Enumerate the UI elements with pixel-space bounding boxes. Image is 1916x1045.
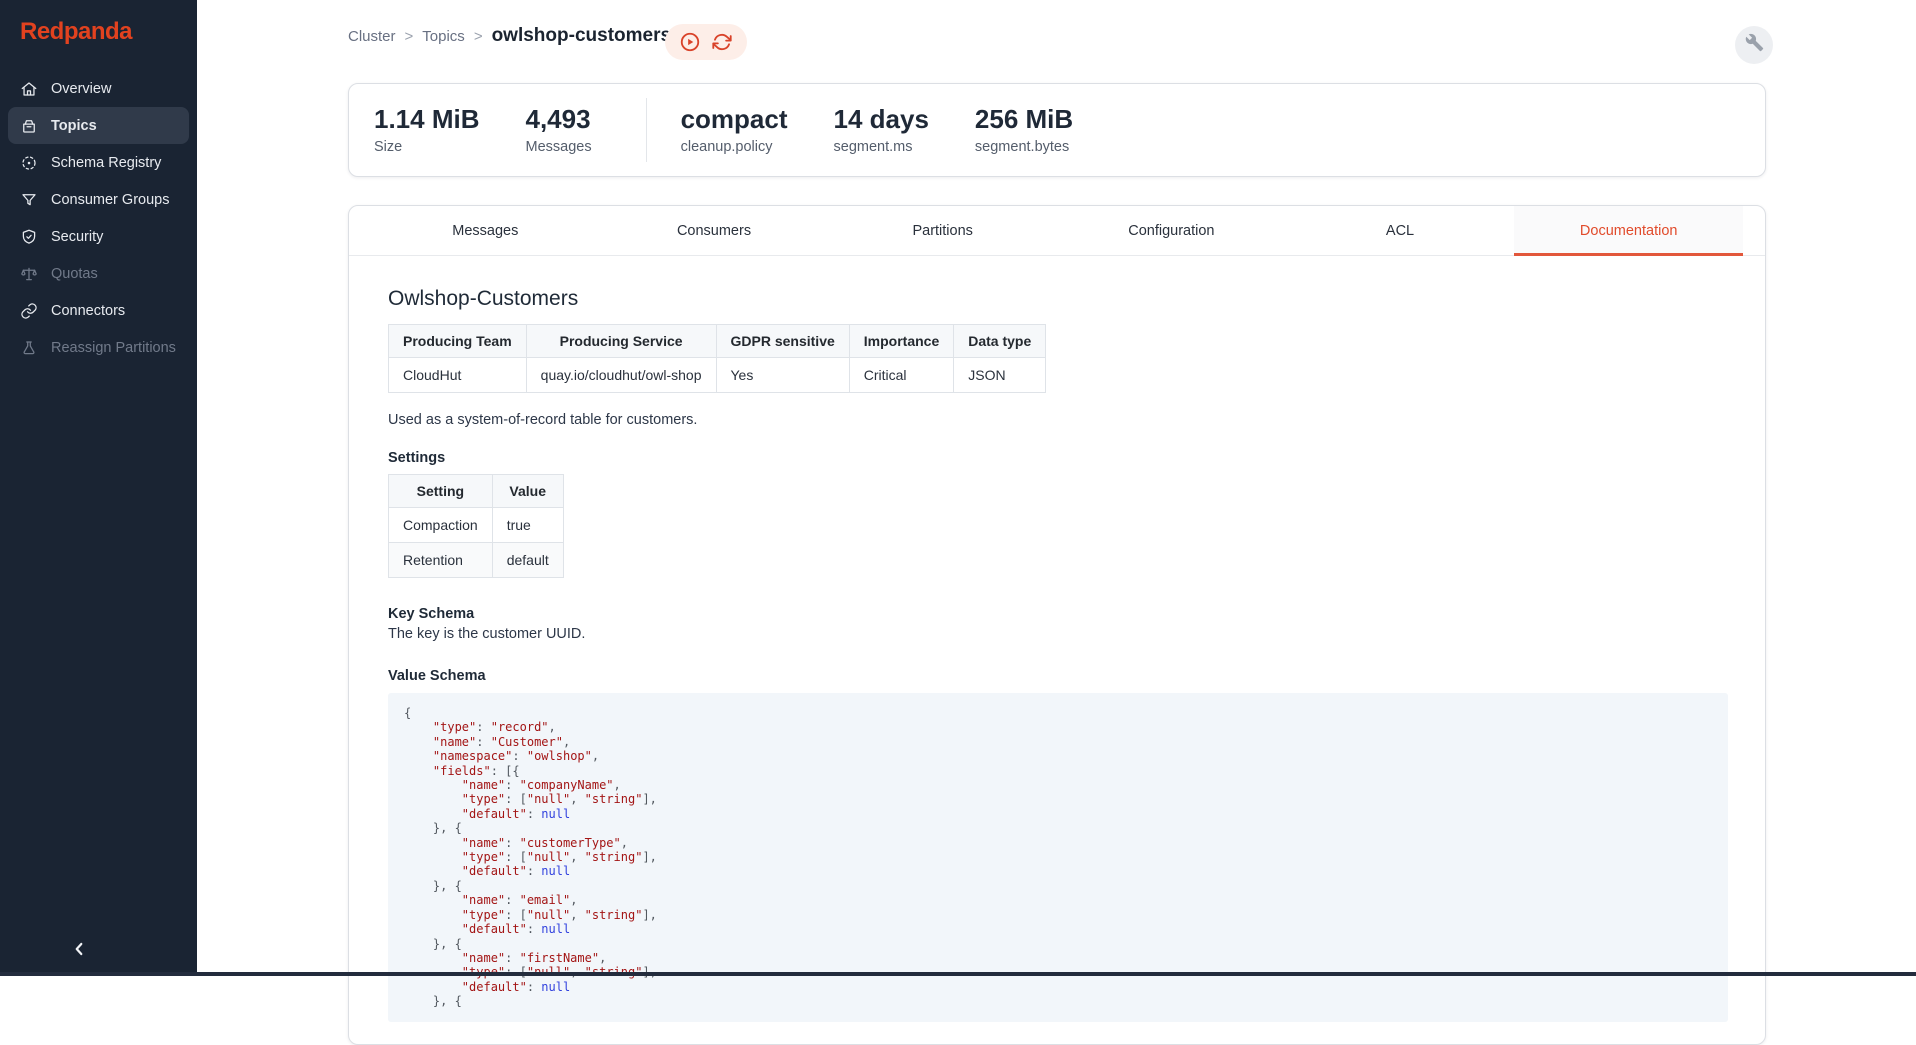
table-row: Compaction true — [389, 508, 564, 543]
wrench-icon — [1745, 33, 1764, 57]
stat-label: segment.bytes — [975, 139, 1073, 155]
sidebar-item-reassign-partitions[interactable]: Reassign Partitions — [8, 329, 189, 366]
preferences-button[interactable] — [1735, 26, 1773, 64]
tab-acl[interactable]: ACL — [1286, 206, 1515, 256]
table-cell: Yes — [716, 358, 849, 393]
refresh-icon — [711, 31, 733, 53]
stat-value: 256 MiB — [975, 105, 1073, 135]
refresh-button[interactable] — [711, 31, 733, 53]
stat-value: 4,493 — [526, 105, 592, 135]
column-header: Producing Team — [389, 325, 527, 358]
producing-info-table: Producing Team Producing Service GDPR se… — [388, 324, 1046, 393]
breadcrumb-topics[interactable]: Topics — [422, 28, 465, 45]
sidebar-item-security[interactable]: Security — [8, 218, 189, 255]
column-header: Data type — [954, 325, 1046, 358]
stat-label: Size — [374, 139, 480, 155]
stat-label: segment.ms — [834, 139, 929, 155]
settings-heading: Settings — [388, 450, 1726, 466]
stat-segment-ms: 14 days segment.ms — [834, 105, 929, 155]
breadcrumb-cluster[interactable]: Cluster — [348, 28, 396, 45]
table-cell: default — [492, 543, 563, 578]
value-schema-code: { "type": "record", "name": "Customer", … — [404, 706, 1712, 1009]
home-icon — [20, 80, 38, 98]
sidebar-item-overview[interactable]: Overview — [8, 70, 189, 107]
breadcrumb-separator: > — [405, 28, 414, 45]
column-header: Importance — [849, 325, 953, 358]
sidebar-item-label: Connectors — [51, 303, 125, 319]
stat-value: compact — [681, 105, 788, 135]
key-schema-heading: Key Schema — [388, 606, 1726, 622]
table-cell: Retention — [389, 543, 493, 578]
stat-segment-bytes: 256 MiB segment.bytes — [975, 105, 1073, 155]
doc-title: Owlshop-Customers — [388, 287, 1726, 311]
table-cell: Compaction — [389, 508, 493, 543]
sidebar-item-label: Overview — [51, 81, 111, 97]
table-row: CloudHut quay.io/cloudhut/owl-shop Yes C… — [389, 358, 1046, 393]
sidebar-item-topics[interactable]: Topics — [8, 107, 189, 144]
tab-consumers[interactable]: Consumers — [600, 206, 829, 256]
key-schema-text: The key is the customer UUID. — [388, 626, 1726, 642]
table-cell: CloudHut — [389, 358, 527, 393]
link-icon — [20, 302, 38, 320]
stat-label: cleanup.policy — [681, 139, 788, 155]
table-cell: Critical — [849, 358, 953, 393]
play-circle-icon — [679, 31, 701, 53]
produce-record-button[interactable] — [679, 31, 701, 53]
sidebar-item-label: Topics — [51, 118, 97, 134]
page-title: owlshop-customers — [492, 25, 671, 47]
shield-check-icon — [20, 228, 38, 246]
doc-description: Used as a system-of-record table for cus… — [388, 412, 1726, 428]
documentation-content: Owlshop-Customers Producing Team Produci… — [349, 256, 1765, 1022]
stat-size: 1.14 MiB Size — [374, 105, 480, 155]
sidebar-item-consumer-groups[interactable]: Consumer Groups — [8, 181, 189, 218]
topic-actions-pill — [665, 24, 747, 60]
topic-stats-card: 1.14 MiB Size 4,493 Messages compact cle… — [348, 83, 1766, 177]
stat-label: Messages — [526, 139, 592, 155]
redpanda-logo: Redpanda — [0, 0, 197, 46]
sidebar: Redpanda Overview Topics Schema Registry… — [0, 0, 197, 976]
sidebar-nav: Overview Topics Schema Registry Consumer… — [0, 70, 197, 366]
table-cell: JSON — [954, 358, 1046, 393]
topic-detail-card: Messages Consumers Partitions Configurat… — [348, 205, 1766, 1045]
breadcrumb: Cluster > Topics > owlshop-customers — [348, 25, 671, 47]
stat-value: 1.14 MiB — [374, 105, 480, 135]
flask-icon — [20, 339, 38, 357]
main-area: Cluster > Topics > owlshop-customers 1.1… — [197, 0, 1916, 976]
value-schema-heading: Value Schema — [388, 668, 1726, 684]
sidebar-item-label: Schema Registry — [51, 155, 161, 171]
topics-box-icon — [20, 117, 38, 135]
sidebar-item-schema-registry[interactable]: Schema Registry — [8, 144, 189, 181]
sidebar-item-label: Consumer Groups — [51, 192, 169, 208]
funnel-icon — [20, 191, 38, 209]
topic-tabs: Messages Consumers Partitions Configurat… — [349, 206, 1765, 256]
sidebar-item-label: Reassign Partitions — [51, 340, 176, 356]
window-bottom-edge — [0, 972, 1916, 976]
schema-registry-icon — [20, 154, 38, 172]
settings-table: Setting Value Compaction true Retention … — [388, 474, 564, 578]
tab-partitions[interactable]: Partitions — [828, 206, 1057, 256]
sidebar-item-connectors[interactable]: Connectors — [8, 292, 189, 329]
column-header: Value — [492, 475, 563, 508]
column-header: GDPR sensitive — [716, 325, 849, 358]
table-cell: true — [492, 508, 563, 543]
stat-cleanup-policy: compact cleanup.policy — [681, 105, 788, 155]
stats-divider — [646, 98, 647, 162]
breadcrumb-separator: > — [474, 28, 483, 45]
scale-icon — [20, 265, 38, 283]
chevron-left-icon — [68, 938, 90, 965]
tab-documentation[interactable]: Documentation — [1514, 206, 1743, 256]
tab-messages[interactable]: Messages — [371, 206, 600, 256]
column-header: Producing Service — [526, 325, 716, 358]
sidebar-item-quotas[interactable]: Quotas — [8, 255, 189, 292]
sidebar-item-label: Quotas — [51, 266, 98, 282]
column-header: Setting — [389, 475, 493, 508]
tab-configuration[interactable]: Configuration — [1057, 206, 1286, 256]
table-row: Retention default — [389, 543, 564, 578]
sidebar-collapse-button[interactable] — [64, 936, 94, 966]
table-cell: quay.io/cloudhut/owl-shop — [526, 358, 716, 393]
sidebar-item-label: Security — [51, 229, 103, 245]
stat-value: 14 days — [834, 105, 929, 135]
stat-messages: 4,493 Messages — [526, 105, 592, 155]
